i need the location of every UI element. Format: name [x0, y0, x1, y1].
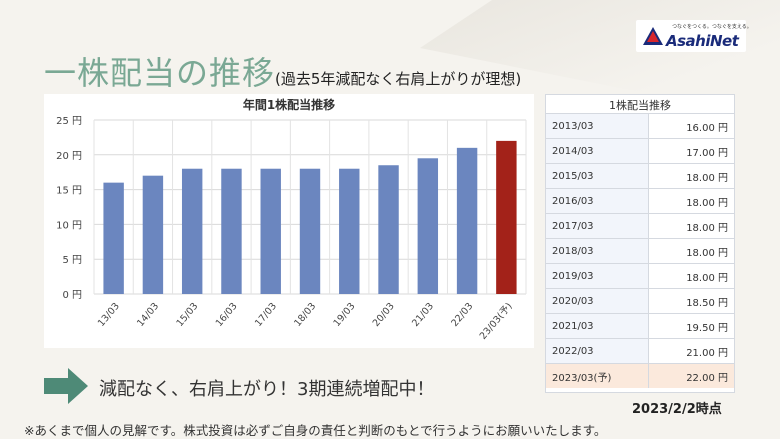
bar [260, 168, 281, 294]
table-value: 18.00 円 [648, 163, 734, 189]
message: 減配なく、右肩上がり！3期連続増配中！ [99, 379, 435, 400]
bar [378, 165, 399, 294]
table-year: 2018/03 [546, 238, 649, 264]
arrow-right-icon [44, 368, 88, 404]
y-tick-label: 25 円 [56, 116, 82, 127]
table-title: 1株配当推移 [609, 99, 671, 112]
x-tick-label: 23/03(予) [478, 301, 515, 342]
table-row: 2014/03 17.00 円 [546, 138, 734, 164]
bar [142, 175, 164, 294]
table-value: 17.00 円 [648, 138, 734, 164]
logo-tagline: つなぐをつくる。つなぐを支える。 [672, 24, 752, 30]
table-year: 2015/03 [546, 163, 649, 189]
bar [103, 182, 124, 294]
table-value: 19.50 円 [648, 313, 734, 339]
table-row: 2018/03 18.00 円 [546, 238, 734, 264]
table-year: 2017/03 [546, 213, 649, 239]
table-year: 2019/03 [546, 263, 649, 289]
table-row: 2019/03 18.00 円 [546, 263, 734, 289]
table-value: 16.00 円 [648, 113, 734, 139]
bar [221, 168, 242, 294]
headline-sub: (過去5年減配なく右肩上がりが理想) [275, 70, 522, 88]
table-row: 2023/03(予) 22.00 円 [546, 363, 734, 388]
x-tick-label: 19/03 [332, 301, 358, 329]
table-row: 2016/03 18.00 円 [546, 188, 734, 214]
table-value: 18.00 円 [648, 263, 734, 289]
x-tick-label: 17/03 [253, 301, 279, 329]
as-of-date: 2023/2/2時点 [632, 402, 722, 417]
table-value: 18.00 円 [648, 188, 734, 214]
bar [456, 147, 478, 294]
table-year: 2013/03 [546, 113, 649, 139]
y-tick-label: 10 円 [56, 220, 82, 231]
chart-title: 年間1株配当推移 [243, 97, 335, 112]
dividend-chart: 年間1株配当推移 0 円 5 円 10 円 15 円 20 円 25 円 13/03 14/… [44, 94, 534, 348]
table-year: 2022/03 [546, 338, 649, 364]
headline: 一株配当の推移(過去5年減配なく右肩上がりが理想) [44, 48, 521, 94]
table-year: 2021/03 [546, 313, 649, 339]
y-tick-label: 5 円 [62, 255, 82, 266]
logo-mark-icon [643, 27, 663, 45]
dividend-chart-svg: 年間1株配当推移 0 円 5 円 10 円 15 円 20 円 25 円 13/03 14/… [56, 97, 527, 342]
table-row: 2013/03 16.00 円 [546, 113, 734, 139]
x-tick-label: 22/03 [449, 301, 475, 329]
table-year: 2016/03 [546, 188, 649, 214]
disclaimer: ※あくまで個人の見解です。株式投資は必ずご自身の責任と判断のもとで行うようにお願… [24, 423, 607, 438]
table-value: 21.00 円 [648, 338, 734, 364]
x-tick-label: 18/03 [292, 301, 318, 329]
asahinet-logo: つなぐをつくる。つなぐを支える。 AsahiNet [636, 20, 752, 52]
dividend-table-grid: 2013/03 16.00 円 2014/03 17.00 円 2015/03 18.00… [546, 113, 734, 388]
bar [496, 140, 517, 294]
bar [339, 168, 360, 294]
y-tick-label: 20 円 [56, 151, 82, 162]
table-year: 2020/03 [546, 288, 649, 314]
bar [181, 168, 203, 294]
table-value: 18.00 円 [648, 238, 734, 264]
table-value: 18.00 円 [648, 213, 734, 239]
x-tick-label: 21/03 [410, 301, 436, 329]
table-year: 2014/03 [546, 138, 649, 164]
table-row: 2020/03 18.50 円 [546, 288, 734, 314]
table-row: 2022/03 21.00 円 [546, 338, 734, 364]
headline-main: 一株配当の推移 [44, 54, 276, 92]
table-year: 2023/03(予) [546, 363, 649, 388]
logo-name: AsahiNet [666, 32, 739, 50]
dividend-table: 1株配当推移 2013/03 16.00 円 2014/03 17.00 円 2015/… [545, 94, 735, 393]
x-tick-label: 16/03 [214, 301, 240, 329]
y-tick-label: 15 円 [56, 186, 82, 197]
table-value: 22.00 円 [648, 363, 734, 388]
table-row: 2015/03 18.00 円 [546, 163, 734, 189]
table-value: 18.50 円 [648, 288, 734, 314]
bar [417, 158, 439, 294]
table-row: 2017/03 18.00 円 [546, 213, 734, 239]
x-tick-label: 20/03 [371, 301, 397, 329]
table-row: 2021/03 19.50 円 [546, 313, 734, 339]
x-tick-label: 15/03 [174, 301, 200, 329]
x-tick-label: 13/03 [96, 301, 122, 329]
y-tick-label: 0 円 [62, 290, 82, 301]
bar [299, 168, 321, 294]
x-tick-label: 14/03 [135, 301, 161, 329]
